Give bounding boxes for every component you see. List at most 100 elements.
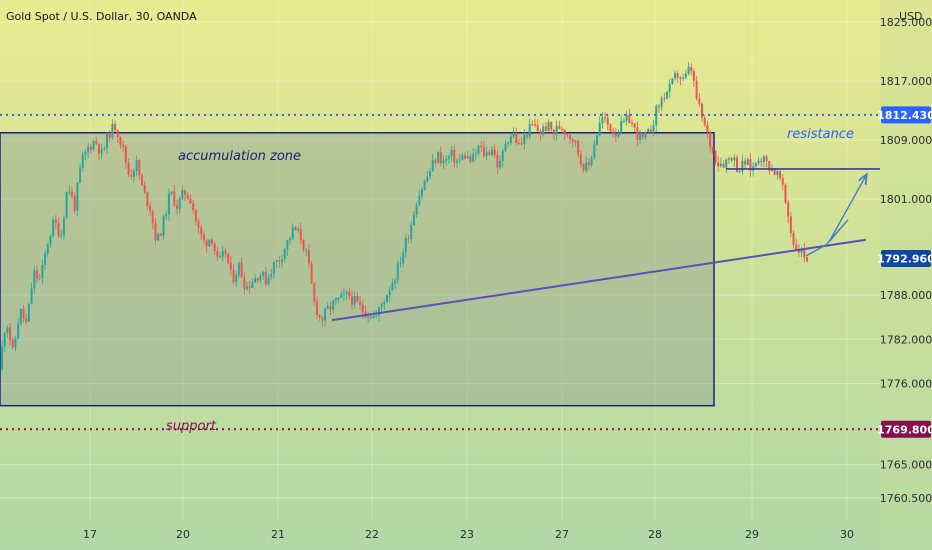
candle-body: [593, 144, 596, 158]
candle-body: [531, 124, 534, 126]
candle-body: [302, 239, 305, 251]
candle-body: [633, 123, 636, 128]
candle-body: [534, 124, 537, 126]
candle-body: [122, 144, 125, 147]
candle-body: [157, 233, 160, 241]
candle-body: [92, 141, 95, 150]
candle-body: [741, 160, 744, 172]
candle-body: [466, 156, 469, 159]
candle-body: [504, 143, 507, 151]
candle-body: [19, 308, 22, 324]
candle-body: [579, 154, 582, 165]
candle-body: [254, 277, 257, 283]
candle-body: [294, 226, 297, 231]
candle-body: [738, 171, 741, 173]
candle-body: [6, 327, 9, 333]
candle-body: [143, 184, 146, 193]
candle-body: [316, 301, 318, 315]
candles: [1, 61, 808, 371]
candle-body: [450, 149, 453, 157]
candle-body: [402, 252, 405, 264]
candle-body: [264, 271, 267, 285]
candle-body: [372, 315, 375, 319]
candle-body: [660, 97, 663, 108]
candle-body: [340, 294, 343, 298]
candle-body: [248, 286, 251, 288]
candle-body: [733, 157, 736, 161]
candle-body: [625, 114, 628, 121]
candle-body: [367, 316, 370, 318]
candle-body: [162, 215, 165, 236]
candle-body: [501, 150, 504, 162]
candle-body: [178, 198, 181, 209]
candle-body: [674, 73, 677, 79]
candle-body: [192, 203, 195, 211]
candle-body: [232, 269, 235, 283]
candle-body: [318, 314, 321, 318]
candle-body: [671, 78, 674, 84]
accumulation-zone-box: [0, 132, 715, 407]
candle-body: [480, 145, 483, 148]
candle-body: [281, 259, 283, 262]
candle-body: [509, 136, 512, 143]
projection-arrow[interactable]: [805, 176, 866, 257]
candle-body: [270, 274, 273, 277]
candle-body: [391, 283, 394, 291]
y-tick-label: 1788.000: [880, 289, 932, 302]
candle-body: [396, 263, 399, 281]
candle-body: [103, 148, 106, 150]
candle-body: [806, 257, 808, 262]
x-tick-label: 22: [365, 528, 379, 541]
candle-body: [555, 126, 558, 135]
candle-body: [469, 156, 472, 162]
candle-body: [259, 275, 262, 281]
rising-trendline[interactable]: [331, 238, 867, 322]
candle-body: [776, 171, 779, 176]
candle-body: [795, 244, 798, 250]
candle-body: [348, 291, 351, 297]
candle-body: [299, 229, 302, 240]
candle-body: [326, 306, 329, 309]
candle-body: [337, 297, 340, 299]
candle-body: [542, 126, 545, 135]
candle-body: [108, 132, 111, 138]
candle-body: [36, 270, 38, 279]
candle-body: [324, 308, 327, 321]
candle-body: [622, 120, 625, 122]
candle-body: [453, 149, 456, 163]
candle-body: [213, 243, 216, 251]
candle-body: [631, 122, 633, 124]
candle-body: [429, 171, 432, 177]
candle-body: [628, 114, 631, 123]
candle-body: [717, 162, 720, 167]
candle-body: [636, 127, 639, 140]
candle-body: [146, 192, 149, 206]
candle-body: [189, 198, 192, 204]
candle-body: [609, 124, 612, 132]
candle-body: [100, 149, 103, 154]
candle-body: [286, 240, 289, 250]
candle-body: [307, 250, 310, 264]
candle-body: [369, 316, 372, 319]
candle-body: [456, 160, 458, 163]
candle-body: [485, 152, 488, 156]
candle-body: [356, 296, 359, 302]
candle-body: [383, 302, 386, 305]
candle-body: [243, 277, 246, 289]
candle-body: [569, 134, 572, 140]
candle-body: [566, 133, 569, 135]
candle-body: [714, 150, 717, 163]
candle-body: [65, 192, 68, 219]
candle-body: [138, 160, 141, 176]
support-badge-value: 1769.800: [877, 423, 932, 436]
candle-body: [722, 163, 725, 168]
y-tick-label: 1825.000: [880, 16, 932, 29]
candle-body: [44, 253, 47, 265]
candle-body: [97, 143, 100, 154]
candle-body: [184, 190, 187, 195]
candle-body: [789, 216, 792, 233]
candle-body: [332, 300, 335, 310]
